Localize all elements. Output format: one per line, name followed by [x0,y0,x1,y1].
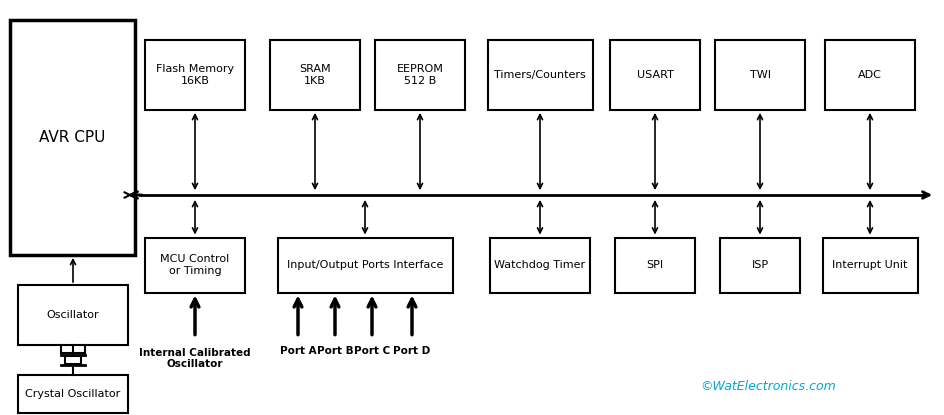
Text: Crystal Oscillator: Crystal Oscillator [25,389,121,399]
Text: ©WatElectronics.com: ©WatElectronics.com [700,380,834,393]
Text: SRAM
1KB: SRAM 1KB [299,64,330,86]
Bar [10,20,135,255]
Bar [824,40,914,110]
Bar [821,237,917,293]
Text: Oscillator: Oscillator [46,310,99,320]
Bar [615,237,694,293]
Bar [144,40,244,110]
Bar [375,40,464,110]
Bar [487,40,592,110]
Bar [18,375,127,413]
Bar [715,40,804,110]
Text: TWI: TWI [749,70,769,80]
Text: Port A: Port A [279,346,316,356]
Bar [278,237,452,293]
Text: Timers/Counters: Timers/Counters [494,70,585,80]
Text: Port B: Port B [316,346,353,356]
Text: MCU Control
or Timing: MCU Control or Timing [160,254,229,276]
Text: Internal Calibrated
Oscillator: Internal Calibrated Oscillator [139,347,250,369]
Text: Flash Memory
16KB: Flash Memory 16KB [156,64,234,86]
Bar [65,356,81,364]
Text: EEPROM
512 B: EEPROM 512 B [396,64,443,86]
Bar [490,237,589,293]
Text: USART: USART [636,70,673,80]
Text: Watchdog Timer: Watchdog Timer [494,260,585,270]
Text: Port D: Port D [393,346,430,356]
Text: Input/Output Ports Interface: Input/Output Ports Interface [287,260,443,270]
Bar [18,285,127,345]
Text: Interrupt Unit: Interrupt Unit [832,260,907,270]
Bar [610,40,700,110]
Text: AVR CPU: AVR CPU [40,130,106,145]
Bar [270,40,360,110]
Bar [144,237,244,293]
Text: SPI: SPI [646,260,663,270]
Text: Port C: Port C [353,346,390,356]
Bar [719,237,800,293]
Text: ISP: ISP [750,260,767,270]
Text: ADC: ADC [857,70,881,80]
